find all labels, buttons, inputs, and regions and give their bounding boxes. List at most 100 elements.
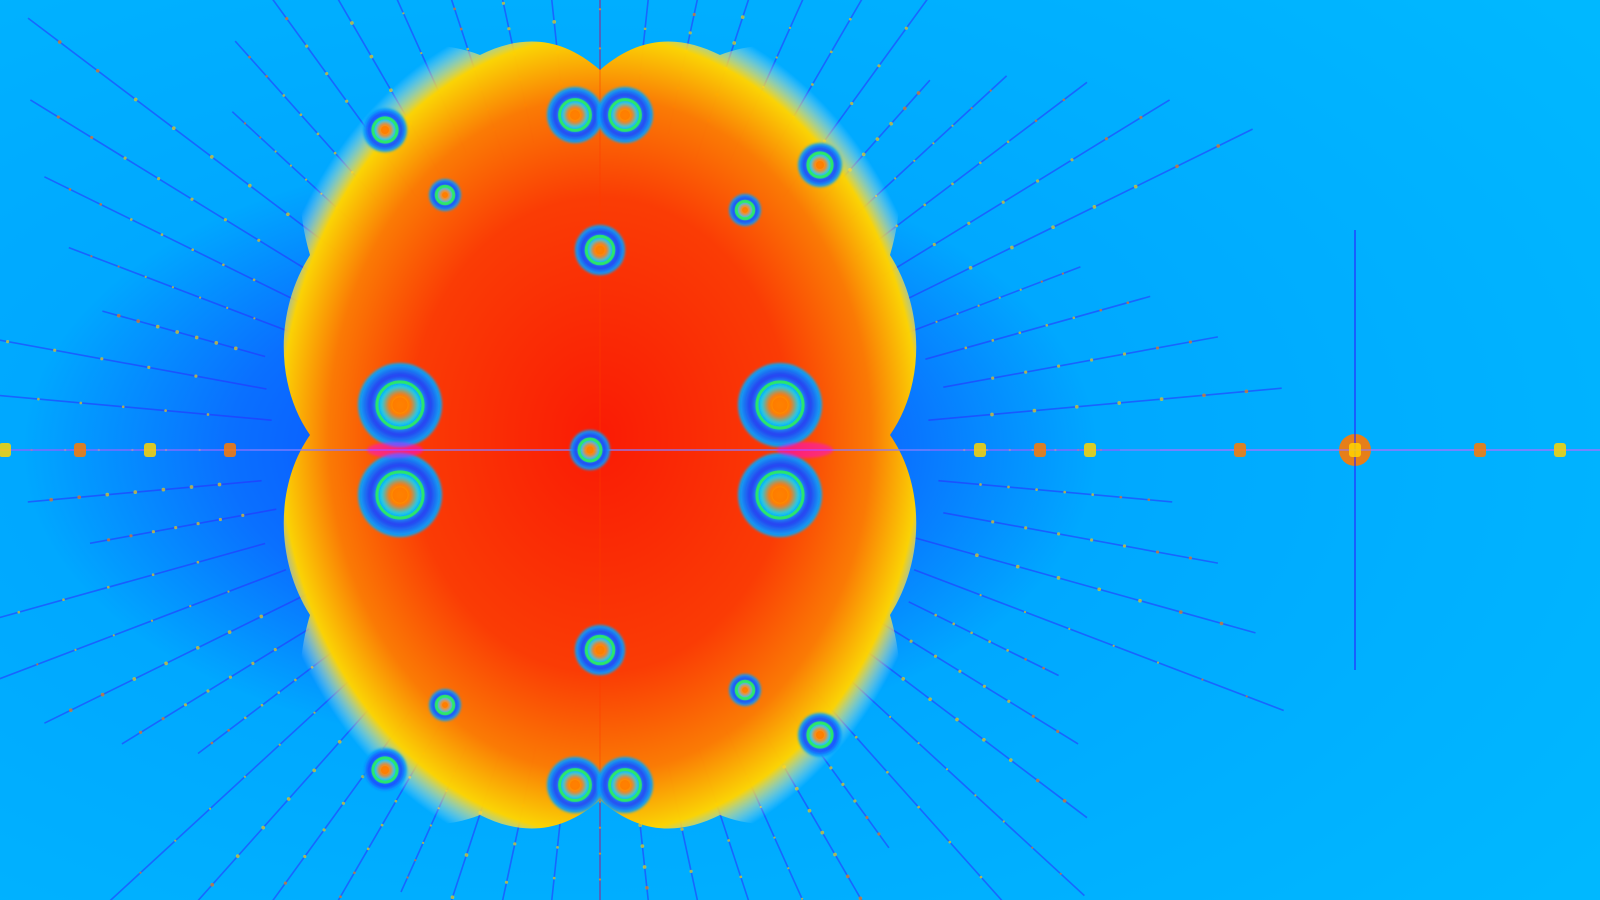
branch-dot	[598, 852, 602, 855]
branch-dot	[121, 405, 125, 409]
branch-dot	[1056, 729, 1060, 734]
spiral-ring	[734, 679, 756, 701]
branch-dot	[1062, 98, 1066, 102]
branch-dot	[598, 47, 602, 50]
neck-glow-right	[777, 442, 833, 458]
branch-dot	[513, 842, 517, 846]
branch-dot	[948, 840, 952, 844]
branch-dot	[210, 882, 215, 887]
branch-dot	[773, 836, 776, 839]
branch-dot	[909, 639, 913, 643]
branch-dot	[286, 212, 290, 217]
branch-dot	[294, 678, 297, 682]
branch-dot	[161, 717, 165, 721]
branch-dot	[642, 865, 647, 869]
spiral-ring	[755, 470, 805, 520]
branch-dot	[282, 94, 286, 97]
branch-dot	[640, 844, 645, 848]
branch-dot	[136, 319, 141, 323]
branch-dot	[248, 55, 251, 59]
branch-dot	[285, 17, 289, 21]
branch-dot	[112, 634, 115, 637]
branch-line	[862, 647, 1088, 819]
branch-dot	[227, 729, 230, 732]
branch-dot	[247, 183, 252, 188]
spiral-ring	[375, 470, 425, 520]
branch-dot	[155, 324, 160, 329]
branch-dot	[1156, 661, 1160, 664]
branch-dot	[161, 487, 166, 492]
branch-dot	[917, 742, 920, 745]
branch-dot	[934, 613, 938, 617]
branch-dot	[991, 376, 995, 380]
branch-dot	[732, 41, 737, 45]
branch-line	[938, 479, 1173, 503]
branch-dot	[1104, 137, 1108, 141]
branch-dot	[341, 801, 345, 805]
branch-dot	[833, 852, 837, 857]
branch-dot	[979, 483, 982, 486]
branch-dot	[322, 828, 326, 832]
branch-dot	[1006, 140, 1010, 144]
axis-island	[74, 443, 86, 457]
spiral-ring	[584, 634, 616, 666]
branch-dot	[998, 296, 1001, 299]
branch-line	[0, 568, 287, 680]
branch-dot	[339, 895, 342, 899]
branch-dot	[1133, 184, 1138, 189]
branch-dot	[90, 135, 94, 140]
branch-dot	[402, 12, 405, 15]
branch-dot	[1056, 576, 1061, 580]
branch-dot	[853, 799, 857, 803]
branch-dot	[99, 203, 103, 206]
branch-dot	[820, 830, 825, 835]
branch-dot	[206, 413, 210, 416]
branch-dot	[1045, 323, 1049, 327]
branch-dot	[350, 21, 354, 25]
branch-line	[27, 17, 346, 259]
branch-dot	[848, 17, 852, 21]
axis-island	[224, 443, 236, 457]
branch-dot	[133, 97, 138, 102]
branch-line	[913, 568, 1284, 712]
branch-dot	[74, 648, 77, 652]
branch-dot	[990, 412, 994, 417]
branch-dot	[1119, 495, 1123, 499]
branch-dot	[598, 826, 602, 829]
branch-dot	[235, 854, 240, 858]
branch-dot	[139, 871, 142, 874]
branch-dot	[1019, 288, 1022, 291]
branch-dot	[507, 27, 511, 31]
spiral-center	[620, 110, 630, 120]
branch-dot	[466, 47, 470, 51]
branch-dot	[1008, 758, 1013, 762]
branch-dot	[164, 409, 167, 412]
spiral-center	[381, 126, 389, 134]
branch-line	[29, 99, 310, 272]
spiral-features	[358, 87, 842, 813]
branch-dot	[552, 876, 556, 880]
branch-dot	[902, 106, 907, 111]
branch-dot	[464, 853, 469, 857]
branch-dot	[955, 717, 959, 722]
branch-dot	[6, 340, 10, 344]
branch-dot	[1097, 587, 1102, 592]
branch-dot	[945, 768, 949, 771]
spiral-ring	[806, 151, 834, 179]
spiral-center	[816, 731, 824, 739]
branch-line	[0, 394, 272, 421]
axis-island	[1474, 443, 1486, 457]
branch-dot	[1159, 397, 1164, 401]
branch-dot	[688, 31, 692, 35]
branch-dot	[1001, 200, 1005, 204]
branch-dot	[979, 875, 983, 879]
branch-dot	[278, 743, 281, 746]
branch-dot	[79, 401, 83, 405]
branch-dot	[1139, 115, 1143, 120]
branch-dot	[214, 341, 219, 345]
branch-dot	[1188, 340, 1192, 344]
branch-dot	[787, 867, 790, 870]
branch-dot	[227, 590, 230, 593]
branch-dot	[598, 878, 602, 881]
